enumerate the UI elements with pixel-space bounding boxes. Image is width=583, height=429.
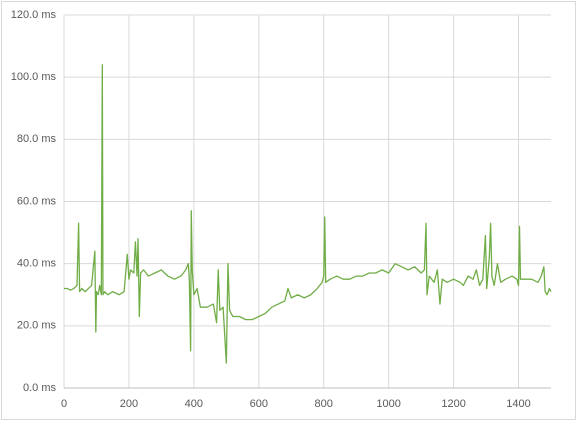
- y-tick-label: 100.0 ms: [11, 71, 57, 83]
- y-tick-label: 0.0 ms: [23, 382, 57, 394]
- x-tick-label: 1400: [506, 398, 530, 410]
- y-tick-label: 60.0 ms: [17, 195, 57, 207]
- series-line: [64, 64, 552, 364]
- x-tick-label: 800: [315, 398, 333, 410]
- x-tick-label: 600: [250, 398, 268, 410]
- y-tick-label: 40.0 ms: [17, 258, 57, 270]
- x-tick-label: 400: [185, 398, 203, 410]
- y-tick-label: 20.0 ms: [17, 320, 57, 332]
- x-tick-label: 1200: [441, 398, 465, 410]
- x-tick-label: 0: [61, 398, 67, 410]
- x-tick-label: 1000: [376, 398, 400, 410]
- y-tick-label: 120.0 ms: [11, 9, 57, 21]
- y-tick-label: 80.0 ms: [17, 133, 57, 145]
- chart-border: [1, 1, 576, 420]
- x-tick-label: 200: [120, 398, 138, 410]
